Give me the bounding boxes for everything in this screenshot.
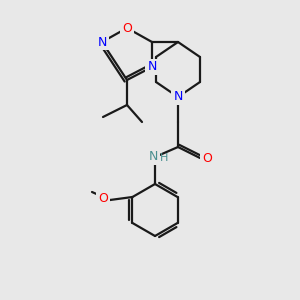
Text: N: N (147, 61, 157, 74)
Text: N: N (97, 35, 107, 49)
Text: N: N (148, 151, 158, 164)
Text: H: H (160, 153, 168, 163)
Text: N: N (173, 91, 183, 103)
Text: O: O (122, 22, 132, 34)
Text: O: O (98, 193, 108, 206)
Text: O: O (202, 152, 212, 164)
